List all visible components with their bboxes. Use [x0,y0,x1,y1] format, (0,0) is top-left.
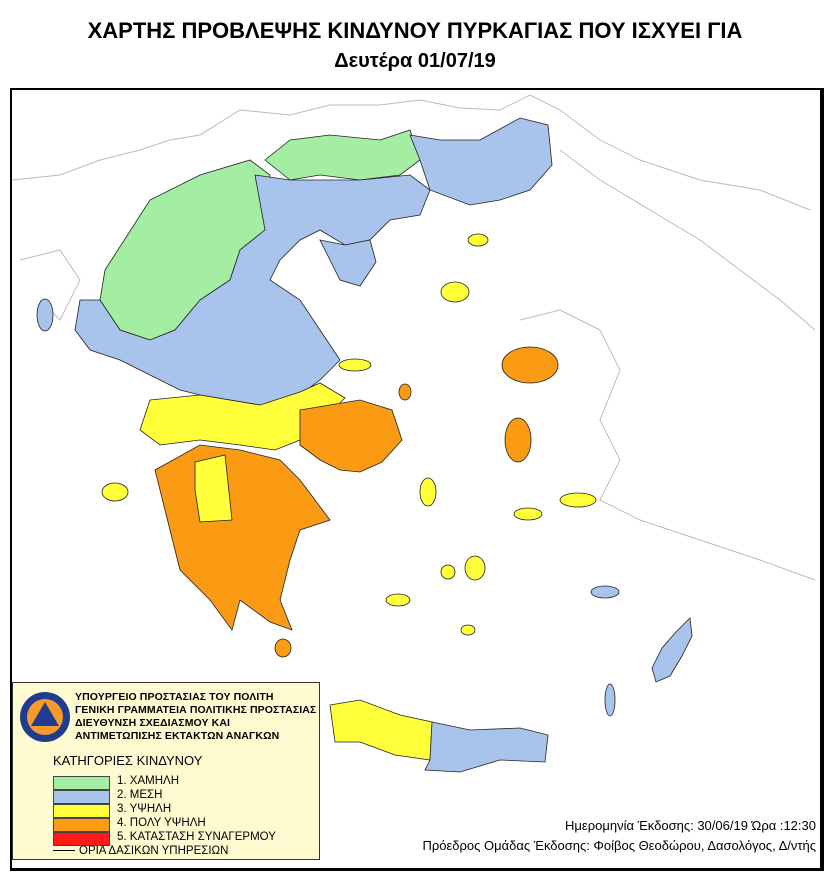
map-title: ΧΑΡΤΗΣ ΠΡΟΒΛΕΨΗΣ ΚΙΝΔΥΝΟΥ ΠΥΡΚΑΓΙΑΣ ΠΟΥ … [87,18,743,43]
legend-label: 1. ΧΑΜΗΛΗ [117,775,179,787]
issue-date: Ημερομηνία Έκδοσης: 30/06/19 Ώρα :12:30 [565,818,816,833]
risk-categories-title: ΚΑΤΗΓΟΡΙΕΣ ΚΙΝΔΥΝΟΥ [53,753,203,768]
island-lesvos [501,346,559,384]
island-kefalonia [101,482,129,502]
island-andros [419,477,437,507]
island-rhodes [651,617,693,683]
island-samothraki [467,233,489,247]
island-corfu [36,298,54,332]
island-samos [559,492,597,508]
legend-label: 4. ΠΟΛΥ ΥΨΗΛΗ [117,817,206,829]
swatch [53,790,110,804]
civil-protection-logo [20,692,70,742]
region-very-high-risk [299,399,403,473]
border-line-symbol [53,850,75,852]
ministry-line: ΓΕΝΙΚΗ ΓΡΑΜΜΑΤΕΙΑ ΠΟΛΙΤΙΚΗΣ ΠΡΟΣΤΑΣΙΑΣ [75,704,317,716]
island-kythira [274,638,292,658]
island-skopelos [338,358,372,372]
island-ikaria [513,507,543,521]
legend-label: 2. ΜΕΣΗ [117,789,163,801]
island-karpathos [604,683,616,717]
island-milos [385,593,411,607]
ministry-line: ΔΙΕΥΘΥΝΣΗ ΣΧΕΔΙΑΣΜΟΥ ΚΑΙ [75,717,231,729]
swatch [53,776,110,790]
island-chios [504,417,532,463]
island-lemnos [440,281,470,303]
island-skyros [398,383,412,401]
region-high-risk [194,454,233,523]
swatch [53,804,110,818]
island-paros [440,564,456,580]
legend-label: ΟΡΙΑ ΔΑΣΙΚΩΝ ΥΠΗΡΕΣΙΩΝ [79,845,229,857]
map-frame [10,88,824,871]
region-medium-risk [319,239,377,287]
island-naxos [464,555,486,581]
region-medium-risk [409,117,553,206]
island-crete-east [424,721,549,773]
legend-panel: ΥΠΟΥΡΓΕΙΟ ΠΡΟΣΤΑΣΙΑΣ ΤΟΥ ΠΟΛΙΤΗ ΓΕΝΙΚΗ Γ… [12,682,320,860]
swatch [53,818,110,832]
ministry-line: ΥΠΟΥΡΓΕΙΟ ΠΡΟΣΤΑΣΙΑΣ ΤΟΥ ΠΟΛΙΤΗ [75,691,274,703]
legend-label: 3. ΥΨΗΛΗ [117,803,172,815]
map-subtitle: Δευτέρα 01/07/19 [334,50,496,72]
legend-item-forest-borders: ΟΡΙΑ ΔΑΣΙΚΩΝ ΥΠΗΡΕΣΙΩΝ [53,845,228,857]
island-santorini [460,624,476,636]
legend-label: 5. ΚΑΤΑΣΤΑΣΗ ΣΥΝΑΓΕΡΜΟΥ [117,831,276,843]
ministry-line: ΑΝΤΙΜΕΤΩΠΙΣΗΣ ΕΚΤΑΚΤΩΝ ΑΝΑΓΚΩΝ [75,730,280,742]
island-kos [590,585,620,599]
swatch [53,832,110,846]
issuer: Πρόεδρος Ομάδας Έκδοσης: Φοίβος Θεοδώρου… [422,838,816,853]
